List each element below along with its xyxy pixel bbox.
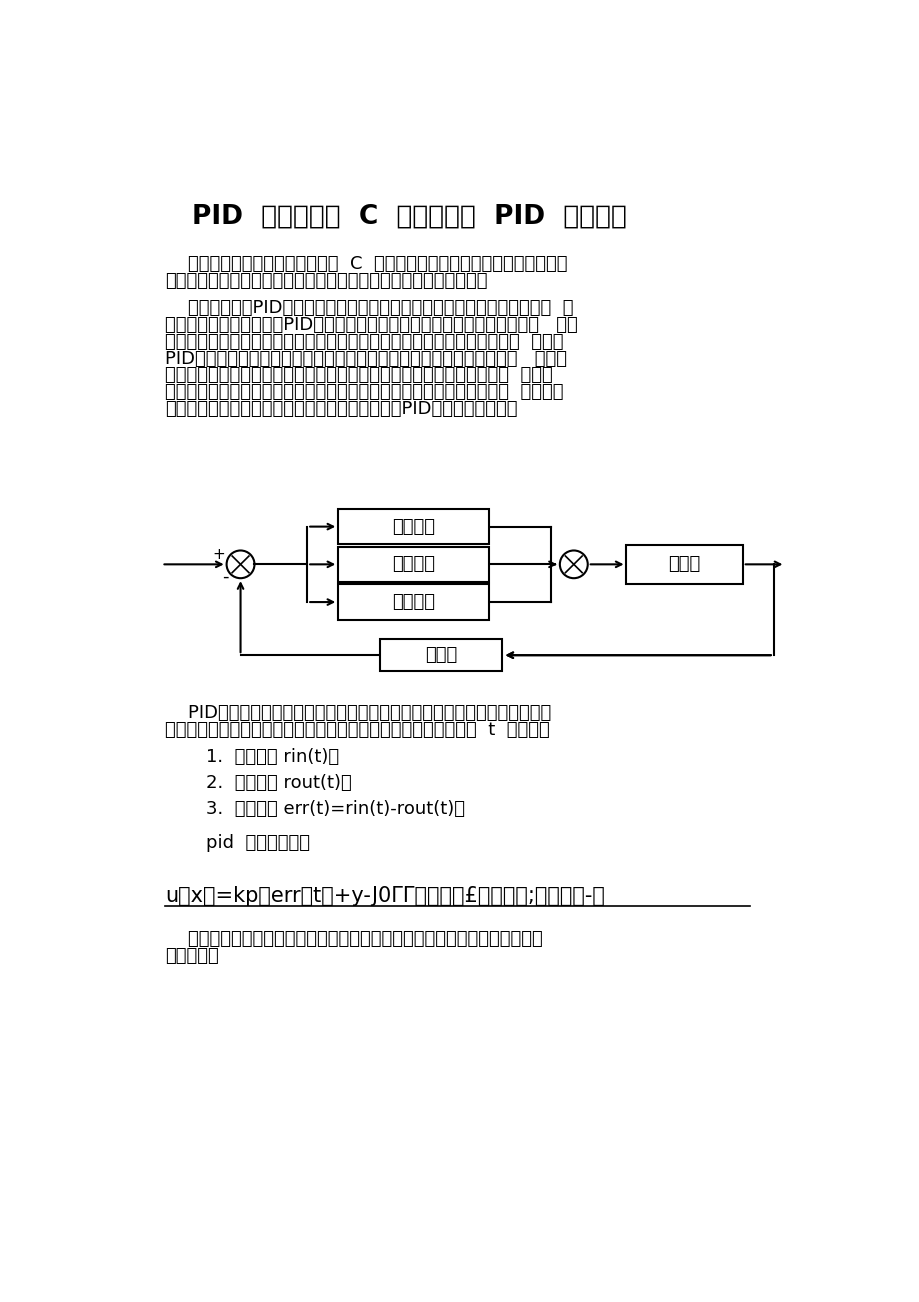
Text: 比例环节: 比例环节 bbox=[391, 518, 435, 535]
Bar bbox=[338, 585, 489, 620]
Text: 力学三大定律吧，想想爱因斯坦的质能方程吧，何等的简单！简单的不是  原始的，: 力学三大定律吧，想想爱因斯坦的质能方程吧，何等的简单！简单的不是 原始的， bbox=[165, 383, 563, 401]
Text: +: + bbox=[212, 547, 225, 562]
Bar bbox=[626, 546, 742, 583]
Text: 理解一下这个公式，主要从下面几个问题着手，为了便于理解，把控制环境: 理解一下这个公式，主要从下面几个问题着手，为了便于理解，把控制环境 bbox=[165, 930, 542, 948]
Text: -: - bbox=[221, 568, 228, 586]
Text: PID的流程简单到了不能再简单的程度，通过误差信号控制被控量，而控制: PID的流程简单到了不能再简单的程度，通过误差信号控制被控量，而控制 bbox=[165, 704, 551, 723]
Text: 1.  输入量为 rin(t)；: 1. 输入量为 rin(t)； bbox=[206, 747, 339, 766]
Text: 简单的也不是落后的，简单到了美的程度。先看看PID算法的一般形式：: 简单的也不是落后的，简单到了美的程度。先看看PID算法的一般形式： bbox=[165, 400, 517, 418]
Text: 3.  偏差量为 err(t)=rin(t)-rout(t)；: 3. 偏差量为 err(t)=rin(t)-rout(t)； bbox=[206, 799, 465, 818]
Text: 执行器: 执行器 bbox=[668, 556, 700, 573]
Text: PID  控制算法的  C  语言实现一  PID  算法原理: PID 控制算法的 C 语言实现一 PID 算法原理 bbox=[192, 204, 627, 230]
Text: 整的比较体系的讲解。于是总结了几天，整理一套思路分享给大家。: 整的比较体系的讲解。于是总结了几天，整理一套思路分享给大家。 bbox=[165, 272, 487, 290]
Text: 微分环节: 微分环节 bbox=[391, 594, 435, 611]
Bar bbox=[338, 547, 489, 582]
Text: 算法，如果能够熟练掌握PID算法的设计与实现过程，对于一般的研发人员来   讲，: 算法，如果能够熟练掌握PID算法的设计与实现过程，对于一般的研发人员来 讲， bbox=[165, 315, 577, 333]
Text: 传感器: 传感器 bbox=[425, 646, 457, 664]
Text: 应该是足够应对一般研发问题了，而难能可贵的是，在我所接触的控制算法  当中，: 应该是足够应对一般研发问题了，而难能可贵的是，在我所接触的控制算法 当中， bbox=[165, 332, 563, 350]
Text: 器本身就是比例、积分、微分三个环节的加和。这里我们规定（在  t  时刻）：: 器本身就是比例、积分、微分三个环节的加和。这里我们规定（在 t 时刻）： bbox=[165, 721, 550, 740]
Text: PID控制算法又是最简单，最能体现反馈思想的控制算法，可谓经典中的   经典。: PID控制算法又是最简单，最能体现反馈思想的控制算法，可谓经典中的 经典。 bbox=[165, 349, 567, 367]
Text: u（x）=kp（err（t）+y-J0ΓΓ（上）＊£＋丁。号;厂（上）-）: u（x）=kp（err（t）+y-J0ΓΓ（上）＊£＋丁。号;厂（上）-） bbox=[165, 887, 605, 906]
Bar bbox=[380, 639, 502, 672]
Text: pid  的控制规律为: pid 的控制规律为 bbox=[206, 833, 310, 852]
Text: 2.  输出量为 rout(t)；: 2. 输出量为 rout(t)； bbox=[206, 773, 352, 792]
Text: 具体一下：: 具体一下： bbox=[165, 947, 219, 965]
Text: 积分环节: 积分环节 bbox=[391, 556, 435, 573]
Text: 经典的未必是复杂的，经典的东西常常是简单的，而且是最简单的，想想  牛顿的: 经典的未必是复杂的，经典的东西常常是简单的，而且是最简单的，想想 牛顿的 bbox=[165, 366, 552, 384]
Text: 最近两天在考虑一般控制算法的  C  语言实现问题，发现网络上尚没有一套完: 最近两天在考虑一般控制算法的 C 语言实现问题，发现网络上尚没有一套完 bbox=[165, 255, 567, 273]
Bar bbox=[338, 509, 489, 544]
Text: 在工业应用中PID及其衍生算法是应用最广泛的算法之一，是当之无愧的万  能: 在工业应用中PID及其衍生算法是应用最广泛的算法之一，是当之无愧的万 能 bbox=[165, 298, 573, 316]
